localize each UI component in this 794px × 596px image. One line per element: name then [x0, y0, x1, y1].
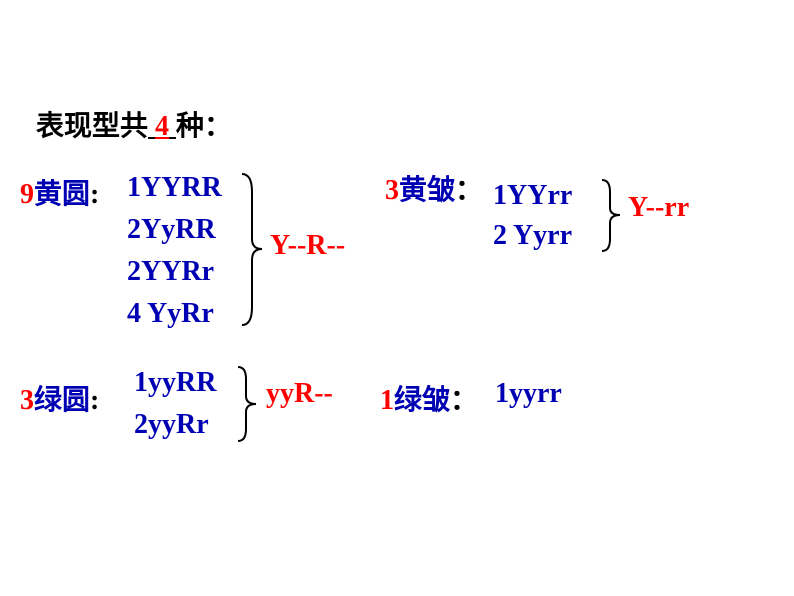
- brace-icon: [234, 365, 262, 443]
- genotype-0-1: 2YyRR: [127, 209, 222, 251]
- brace-icon: [238, 172, 268, 327]
- title-prefix: 表现型共: [36, 111, 148, 142]
- group-sep-0: :: [90, 179, 99, 210]
- genotype-2-1: 2yyRr: [134, 404, 216, 446]
- genotype-0-2: 2YYRr: [127, 251, 222, 293]
- group-label-2: 绿圆: [34, 385, 90, 416]
- title-blank-value: 4: [155, 111, 169, 142]
- group-ratio-3: 1: [380, 385, 394, 416]
- group-sep-1: ：: [455, 175, 483, 206]
- genotype-0-0: 1YYRR: [127, 167, 222, 209]
- group-ratio-0: 9: [20, 179, 34, 210]
- genotype-1-1: 2 Yyrr: [493, 216, 572, 256]
- genotype-2-0: 1yyRR: [134, 362, 216, 404]
- group-ratio-1: 3: [385, 175, 399, 206]
- group-pattern-2: yyR--: [266, 378, 333, 410]
- group-label-1: 黄皱: [399, 175, 455, 206]
- group-sep-2: :: [90, 385, 99, 416]
- genotype-1-0: 1YYrr: [493, 176, 572, 216]
- group-label-3: 绿皱: [394, 385, 450, 416]
- group-pattern-1: Y--rr: [628, 192, 689, 224]
- group-label-0: 黄圆: [34, 179, 90, 210]
- genotype-3-0: 1yyrr: [495, 378, 562, 410]
- brace-icon: [598, 178, 626, 253]
- group-pattern-0: Y--R--: [270, 230, 345, 262]
- group-ratio-2: 3: [20, 385, 34, 416]
- title-suffix: 种：: [176, 111, 232, 142]
- genotype-0-3: 4 YyRr: [127, 293, 222, 335]
- group-sep-3: ：: [450, 385, 478, 416]
